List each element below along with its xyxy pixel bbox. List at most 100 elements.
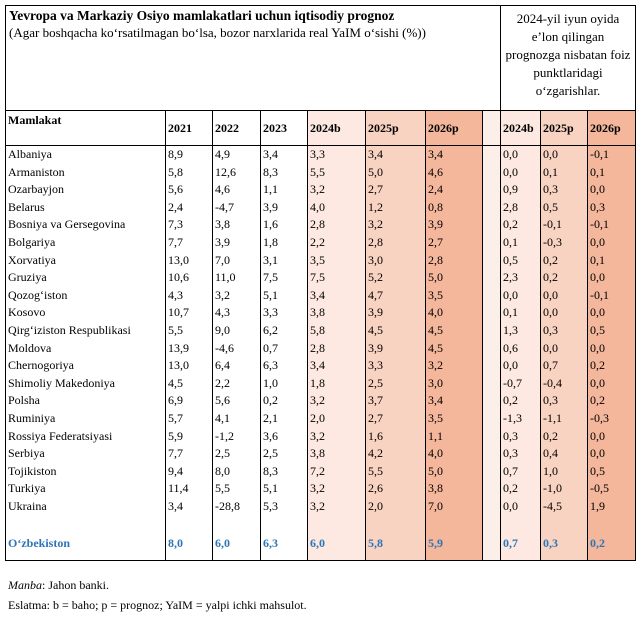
value-cell: 2,7 xyxy=(368,411,383,425)
value-cell: 2,5 xyxy=(263,446,278,461)
value-cell: 0,2 xyxy=(543,252,558,267)
column-header: 2024b xyxy=(503,121,534,135)
value-cell: 2,8 xyxy=(428,252,443,267)
country-cell: Bolgariya xyxy=(8,235,56,249)
value-cell: 3,5 xyxy=(428,287,443,302)
country-cell: Albaniya xyxy=(8,147,52,161)
country-cell: Xorvatiya xyxy=(8,252,56,267)
value-cell: 1,9 xyxy=(590,499,605,513)
rule xyxy=(425,110,426,560)
country-cell: Armaniston xyxy=(8,164,65,179)
country-cell: Qozog‘iston xyxy=(8,287,68,302)
value-cell: 7,5 xyxy=(263,270,278,285)
country-cell: Polsha xyxy=(8,393,41,408)
value-cell: 3,3 xyxy=(310,147,325,161)
value-cell: 8,0 xyxy=(215,463,230,478)
value-cell: 3,2 xyxy=(310,182,325,197)
value-cell: 3,2 xyxy=(428,358,443,373)
value-cell: 6,3 xyxy=(263,358,278,373)
value-cell: -0,3 xyxy=(590,411,609,425)
value-cell: 3,7 xyxy=(368,393,383,408)
value-cell: 0,2 xyxy=(503,393,518,408)
value-cell: 0,2 xyxy=(543,428,558,443)
value-cell: -4,6 xyxy=(215,340,234,355)
value-cell: 5,1 xyxy=(263,481,278,496)
value-cell: -0,1 xyxy=(543,217,562,232)
country-cell: Gruziya xyxy=(8,270,47,285)
value-cell: 0,5 xyxy=(543,199,558,214)
value-cell: 0,5 xyxy=(590,323,605,337)
rule xyxy=(587,110,588,560)
country-cell: Ozarbayjon xyxy=(8,182,64,197)
value-cell: -1,3 xyxy=(503,411,522,425)
rule xyxy=(365,110,366,560)
value-cell: -4,7 xyxy=(215,199,234,214)
column-shade xyxy=(425,110,482,560)
change-note: 2024-yil iyun oyida e’lon qilingan progn… xyxy=(505,11,631,98)
value-cell: 8,9 xyxy=(168,147,183,161)
value-cell: 1,3 xyxy=(503,323,518,337)
value-cell: 3,3 xyxy=(263,305,278,320)
rule xyxy=(5,110,636,111)
footnote: Eslatma: b = baho; p = prognoz; YaIM = y… xyxy=(8,598,307,612)
value-cell: 5,0 xyxy=(428,463,443,478)
value-cell: 1,2 xyxy=(368,199,383,214)
rule xyxy=(165,110,166,560)
value-cell: 0,2 xyxy=(503,217,518,232)
highlight-value: 6,0 xyxy=(215,536,230,550)
column-header: 2025p xyxy=(543,121,574,135)
value-cell: 6,9 xyxy=(168,393,183,408)
value-cell: 0,8 xyxy=(428,199,443,214)
value-cell: 4,6 xyxy=(215,182,230,197)
value-cell: 0,0 xyxy=(590,270,605,285)
value-cell: 4,3 xyxy=(168,287,183,302)
value-cell: 2,5 xyxy=(368,375,383,390)
value-cell: 3,2 xyxy=(310,428,325,443)
value-cell: 0,5 xyxy=(503,252,518,267)
country-cell: Kosovo xyxy=(8,305,46,320)
value-cell: -1,2 xyxy=(215,428,234,443)
value-cell: 3,6 xyxy=(263,428,278,443)
value-cell: 2,8 xyxy=(368,235,383,249)
value-cell: 10,6 xyxy=(168,270,189,285)
value-cell: 5,5 xyxy=(368,463,383,478)
value-cell: 4,0 xyxy=(428,305,443,320)
value-cell: 2,5 xyxy=(215,446,230,461)
value-cell: 0,3 xyxy=(503,428,518,443)
rule xyxy=(500,5,501,560)
value-cell: 5,5 xyxy=(215,481,230,496)
value-cell: 7,2 xyxy=(310,463,325,478)
value-cell: 9,4 xyxy=(168,463,183,478)
value-cell: 0,7 xyxy=(503,463,518,478)
value-cell: 0,0 xyxy=(590,428,605,443)
value-cell: -0,1 xyxy=(590,147,609,161)
value-cell: 5,6 xyxy=(215,393,230,408)
rule xyxy=(260,110,261,560)
value-cell: 0,6 xyxy=(503,340,518,355)
value-cell: 4,1 xyxy=(215,411,230,425)
value-cell: 13,9 xyxy=(168,340,189,355)
value-cell: 1,1 xyxy=(263,182,278,197)
value-cell: 0,0 xyxy=(503,287,518,302)
value-cell: 0,0 xyxy=(590,340,605,355)
value-cell: 0,0 xyxy=(503,499,518,513)
value-cell: 10,7 xyxy=(168,305,189,320)
highlight-value: 0,7 xyxy=(503,536,518,550)
value-cell: -1,0 xyxy=(543,481,562,496)
value-cell: 3,9 xyxy=(215,235,230,249)
value-cell: 5,5 xyxy=(168,323,183,337)
value-cell: 2,2 xyxy=(215,375,230,390)
value-cell: 5,3 xyxy=(263,499,278,513)
rule xyxy=(635,5,636,561)
value-cell: 3,0 xyxy=(428,375,443,390)
country-cell: Ruminiya xyxy=(8,411,56,425)
rule xyxy=(482,110,483,560)
column-header: 2026p xyxy=(428,121,459,135)
value-cell: 3,2 xyxy=(215,287,230,302)
highlight-value: 6,3 xyxy=(263,536,278,550)
value-cell: 5,8 xyxy=(168,164,183,179)
value-cell: 0,0 xyxy=(543,305,558,320)
value-cell: 0,1 xyxy=(503,305,518,320)
value-cell: 1,6 xyxy=(368,428,383,443)
